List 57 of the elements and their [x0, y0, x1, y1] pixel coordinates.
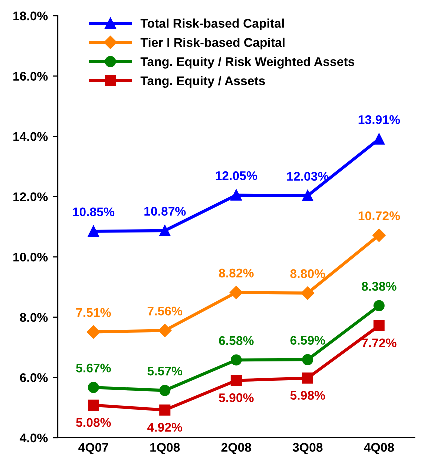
point	[88, 400, 100, 411]
point	[374, 300, 385, 312]
point	[301, 286, 314, 300]
point	[230, 375, 242, 386]
data-label: 4.92%	[148, 423, 182, 432]
y-tick-label: 10.0%	[14, 252, 48, 262]
point	[374, 134, 385, 145]
y-tick-label: 18.0%	[14, 12, 48, 21]
point	[372, 228, 386, 242]
data-label: 7.51%	[76, 308, 112, 318]
data-label: 7.72%	[362, 338, 397, 348]
point	[87, 326, 100, 339]
y-tick-label: 14.0%	[14, 132, 48, 142]
point	[160, 385, 171, 396]
data-label: 5.08%	[76, 418, 112, 428]
y-tick-label: 8.0%	[20, 313, 48, 322]
legend-label: Total Risk-based Capital	[140, 18, 284, 30]
point	[302, 372, 314, 384]
point	[88, 382, 100, 394]
legend-label: Tang. Equity / Risk Weighted Assets	[140, 57, 355, 69]
point	[230, 286, 244, 300]
point	[88, 226, 100, 238]
data-label: 12.03%	[287, 172, 329, 181]
x-tick-label: 4Q07	[78, 443, 108, 454]
data-label: 10.85%	[73, 208, 115, 217]
legend-label: Tier I Risk-based Capital	[140, 38, 285, 50]
data-label: 13.91%	[358, 115, 400, 124]
point	[230, 354, 242, 366]
x-tick-label: 3Q08	[292, 443, 323, 454]
x-tick-label: 4Q08	[364, 443, 394, 454]
point	[302, 190, 314, 202]
data-label: 5.57%	[148, 366, 182, 376]
y-tick-label: 12.0%	[14, 192, 48, 202]
data-label: 5.67%	[76, 364, 112, 373]
data-label: 5.98%	[290, 391, 326, 400]
data-label: 8.38%	[362, 282, 397, 292]
point	[302, 354, 314, 366]
point	[160, 404, 171, 416]
point	[374, 320, 385, 332]
data-label: 7.56%	[148, 306, 182, 316]
data-label: 6.59%	[290, 336, 326, 345]
data-label: 5.90%	[219, 394, 254, 402]
data-label: 8.80%	[290, 269, 326, 278]
y-tick-label: 16.0%	[14, 72, 48, 81]
data-label: 6.58%	[219, 336, 254, 346]
data-label: 8.82%	[219, 268, 254, 278]
data-label: 10.87%	[144, 207, 186, 216]
data-label: 12.05%	[216, 172, 258, 180]
point	[230, 190, 242, 201]
y-tick-label: 4.0%	[20, 434, 48, 443]
x-tick-label: 1Q08	[150, 443, 180, 454]
legend-label: Tang. Equity / Assets	[140, 76, 266, 88]
y-tick-label: 6.0%	[20, 374, 48, 382]
point	[160, 225, 171, 236]
x-tick-label: 2Q08	[222, 443, 252, 454]
data-label: 10.72%	[358, 212, 400, 220]
point	[158, 324, 172, 338]
